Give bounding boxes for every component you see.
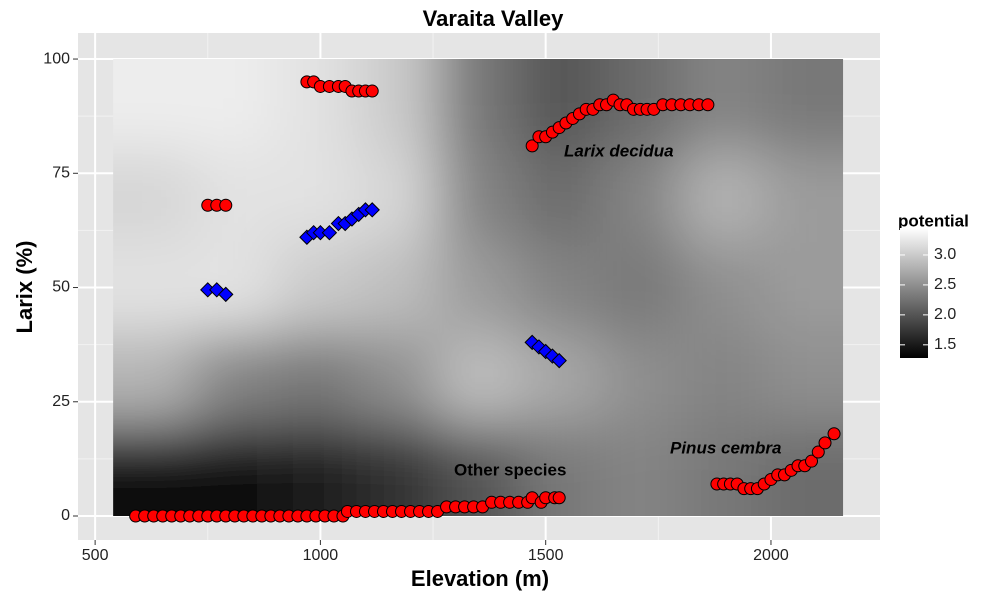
colorbar-tick-label: 1.5	[934, 336, 956, 353]
circle-point	[827, 427, 841, 441]
raster-cell	[761, 59, 844, 151]
raster-cell	[437, 150, 520, 243]
x-tick-label: 1000	[303, 547, 339, 564]
raster-cell	[356, 241, 439, 334]
raster-cell	[680, 150, 763, 243]
raster-cell	[599, 333, 682, 426]
raster-cell	[113, 424, 195, 517]
x-tick-label: 1500	[528, 547, 564, 564]
raster-cell	[356, 59, 439, 151]
raster-cell	[437, 333, 520, 426]
y-tick-label: 100	[43, 50, 70, 67]
raster-cell	[356, 424, 439, 517]
raster-cell	[761, 150, 844, 243]
colorbar	[900, 228, 928, 358]
raster-cell	[194, 333, 276, 426]
raster-cell	[275, 424, 357, 517]
raster-cell	[275, 241, 357, 334]
annotation: Larix decidua	[564, 141, 674, 160]
x-tick-label: 500	[82, 547, 109, 564]
circle-point	[552, 491, 566, 505]
circle-point	[701, 98, 715, 112]
raster-cell	[680, 333, 763, 426]
diamond-point	[321, 224, 338, 241]
raster-cell	[113, 59, 195, 151]
raster-cell	[437, 59, 520, 151]
raster-cell	[437, 241, 520, 334]
chart-title: Varaita Valley	[423, 6, 564, 31]
circle-point	[811, 445, 825, 459]
annotation: Other species	[454, 460, 566, 479]
diamond-point	[551, 352, 567, 369]
annotation: Pinus cembra	[670, 438, 782, 457]
raster-cell	[113, 241, 195, 334]
raster-cell	[518, 150, 601, 243]
circle-point	[219, 198, 233, 212]
y-tick-label: 0	[61, 507, 70, 524]
diamond-point	[364, 202, 380, 218]
colorbar-tick-label: 2.0	[934, 306, 956, 323]
raster-cell	[680, 59, 763, 151]
raster-cell	[356, 333, 439, 426]
raster-cell	[761, 241, 844, 334]
raster-cell	[194, 59, 276, 151]
raster-cell	[599, 424, 682, 517]
raster-cell	[761, 333, 844, 426]
colorbar-tick-label: 3.0	[934, 246, 956, 263]
raster-cell	[680, 241, 763, 334]
raster-cell	[356, 150, 439, 243]
raster-cell	[113, 150, 195, 243]
raster-cell	[599, 241, 682, 334]
raster-cell	[680, 424, 763, 517]
y-tick-label: 75	[52, 165, 70, 182]
raster-cell	[275, 59, 357, 151]
circle-point	[818, 436, 832, 450]
raster-cell	[194, 424, 276, 517]
y-tick-label: 50	[52, 279, 70, 296]
circle-point	[525, 139, 539, 153]
x-tick-label: 2000	[753, 547, 789, 564]
raster-cell	[599, 150, 682, 243]
circle-point	[365, 84, 379, 98]
raster-cell	[599, 59, 682, 151]
raster-cell	[275, 333, 357, 426]
circle-point	[805, 454, 819, 468]
diamond-point	[218, 286, 234, 303]
colorbar-title: potential	[898, 211, 969, 230]
raster-cell	[194, 150, 276, 243]
x-axis-label: Elevation (m)	[411, 566, 549, 591]
raster-cell	[518, 241, 601, 334]
colorbar-tick-label: 2.5	[934, 276, 956, 293]
y-axis-label: Larix (%)	[12, 241, 37, 334]
y-tick-label: 25	[52, 393, 70, 410]
raster-cell	[113, 333, 195, 426]
